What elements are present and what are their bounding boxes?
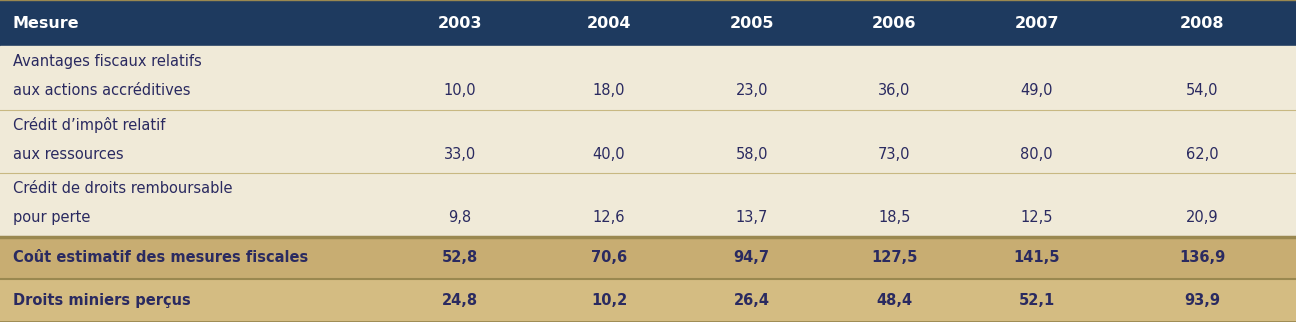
Text: 2006: 2006 [872, 16, 916, 31]
Text: 2004: 2004 [587, 16, 631, 31]
Text: 18,0: 18,0 [592, 83, 626, 98]
Text: 54,0: 54,0 [1186, 83, 1218, 98]
Text: Mesure: Mesure [13, 16, 79, 31]
Bar [0, 110, 1296, 173]
Text: 73,0: 73,0 [877, 147, 911, 162]
Text: 141,5: 141,5 [1013, 251, 1060, 265]
Bar [0, 173, 1296, 237]
Text: 70,6: 70,6 [591, 251, 627, 265]
Text: Avantages fiscaux relatifs: Avantages fiscaux relatifs [13, 54, 202, 69]
Bar [0, 0, 1296, 46]
Text: 12,5: 12,5 [1020, 210, 1054, 225]
Text: 33,0: 33,0 [445, 147, 476, 162]
Text: 18,5: 18,5 [879, 210, 910, 225]
Text: 2008: 2008 [1179, 16, 1225, 31]
Text: Coût estimatif des mesures fiscales: Coût estimatif des mesures fiscales [13, 251, 308, 265]
Text: 40,0: 40,0 [592, 147, 626, 162]
Text: 13,7: 13,7 [736, 210, 767, 225]
Text: aux ressources: aux ressources [13, 147, 123, 162]
Text: 2007: 2007 [1015, 16, 1059, 31]
Text: 62,0: 62,0 [1186, 147, 1218, 162]
Text: 127,5: 127,5 [871, 251, 918, 265]
Text: 93,9: 93,9 [1185, 293, 1220, 308]
Text: 136,9: 136,9 [1179, 251, 1225, 265]
Text: 23,0: 23,0 [735, 83, 769, 98]
Text: 20,9: 20,9 [1186, 210, 1218, 225]
Text: 2003: 2003 [438, 16, 482, 31]
Text: 26,4: 26,4 [734, 293, 770, 308]
Text: 36,0: 36,0 [879, 83, 910, 98]
Text: 24,8: 24,8 [442, 293, 478, 308]
Text: 49,0: 49,0 [1020, 83, 1054, 98]
Text: 10,2: 10,2 [591, 293, 627, 308]
Text: pour perte: pour perte [13, 210, 91, 225]
Text: 10,0: 10,0 [443, 83, 477, 98]
Text: 12,6: 12,6 [592, 210, 626, 225]
Text: Crédit de droits remboursable: Crédit de droits remboursable [13, 181, 232, 196]
Text: Crédit d’impôt relatif: Crédit d’impôt relatif [13, 117, 166, 133]
Text: 52,1: 52,1 [1019, 293, 1055, 308]
Text: 52,8: 52,8 [442, 251, 478, 265]
Text: 94,7: 94,7 [734, 251, 770, 265]
Text: aux actions accréditives: aux actions accréditives [13, 83, 191, 98]
Bar [0, 237, 1296, 279]
Text: 58,0: 58,0 [735, 147, 769, 162]
Text: 48,4: 48,4 [876, 293, 912, 308]
Bar [0, 46, 1296, 110]
Text: 9,8: 9,8 [448, 210, 472, 225]
Text: 80,0: 80,0 [1020, 147, 1054, 162]
Text: 2005: 2005 [730, 16, 774, 31]
Bar [0, 279, 1296, 322]
Text: Droits miniers perçus: Droits miniers perçus [13, 293, 191, 308]
